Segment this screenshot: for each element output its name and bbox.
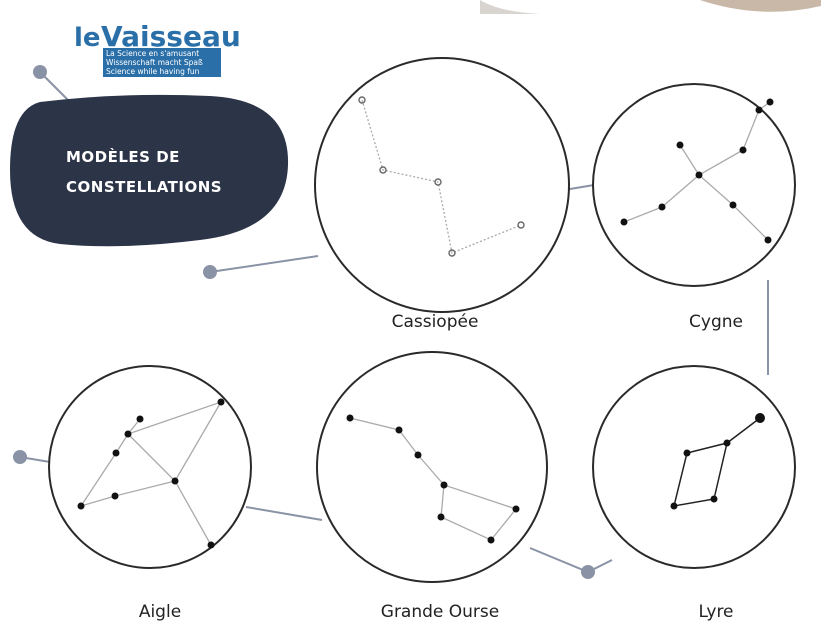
infographic: le Vaisseau La Science en s'amusant Wiss…	[0, 0, 821, 624]
constellation-label: Grande Ourse	[381, 602, 499, 622]
constellation-lyre: Lyre	[593, 366, 795, 622]
bg-shape	[700, 0, 821, 12]
constellation-label: Lyre	[698, 602, 733, 622]
logo-tagline: Science while having fun	[106, 67, 200, 76]
logo-tagline: Wissenschaft macht Spaß	[106, 58, 203, 67]
bg-shape	[480, 0, 540, 14]
logo-tagline: La Science en s'amusant	[106, 49, 199, 58]
title-blob	[10, 95, 288, 246]
title-line: MODÈLES DE	[66, 147, 180, 166]
constellation-grande-ourse: Grande Ourse	[317, 352, 547, 622]
constellation-label: Cygne	[689, 312, 743, 332]
logo-prefix: le	[74, 23, 101, 53]
page: le Vaisseau La Science en s'amusant Wiss…	[0, 0, 821, 624]
constellation-cassiopee: Cassiopée	[315, 58, 569, 332]
constellation-aigle: Aigle	[49, 366, 251, 622]
constellation-label: Aigle	[139, 602, 181, 622]
constellation-label: Cassiopée	[392, 312, 479, 332]
constellation-cygne: Cygne	[593, 84, 795, 332]
title-line: CONSTELLATIONS	[66, 178, 222, 196]
